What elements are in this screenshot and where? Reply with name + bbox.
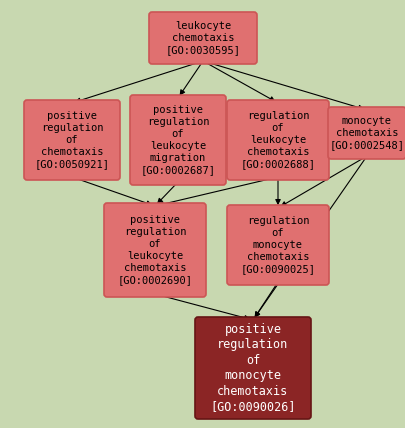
FancyBboxPatch shape: [194, 317, 310, 419]
FancyBboxPatch shape: [226, 100, 328, 180]
Text: positive
regulation
of
monocyte
chemotaxis
[GO:0090026]: positive regulation of monocyte chemotax…: [210, 323, 295, 413]
Text: regulation
of
monocyte
chemotaxis
[GO:0090025]: regulation of monocyte chemotaxis [GO:00…: [240, 216, 315, 274]
Text: monocyte
chemotaxis
[GO:0002548]: monocyte chemotaxis [GO:0002548]: [329, 116, 403, 150]
FancyBboxPatch shape: [327, 107, 405, 159]
FancyBboxPatch shape: [104, 203, 205, 297]
FancyBboxPatch shape: [226, 205, 328, 285]
Text: regulation
of
leukocyte
chemotaxis
[GO:0002688]: regulation of leukocyte chemotaxis [GO:0…: [240, 111, 315, 169]
Text: positive
regulation
of
leukocyte
migration
[GO:0002687]: positive regulation of leukocyte migrati…: [140, 105, 215, 175]
FancyBboxPatch shape: [130, 95, 226, 185]
Text: positive
regulation
of
chemotaxis
[GO:0050921]: positive regulation of chemotaxis [GO:00…: [34, 111, 109, 169]
Text: positive
regulation
of
leukocyte
chemotaxis
[GO:0002690]: positive regulation of leukocyte chemota…: [117, 215, 192, 285]
FancyBboxPatch shape: [149, 12, 256, 64]
FancyBboxPatch shape: [24, 100, 120, 180]
Text: leukocyte
chemotaxis
[GO:0030595]: leukocyte chemotaxis [GO:0030595]: [165, 21, 240, 55]
